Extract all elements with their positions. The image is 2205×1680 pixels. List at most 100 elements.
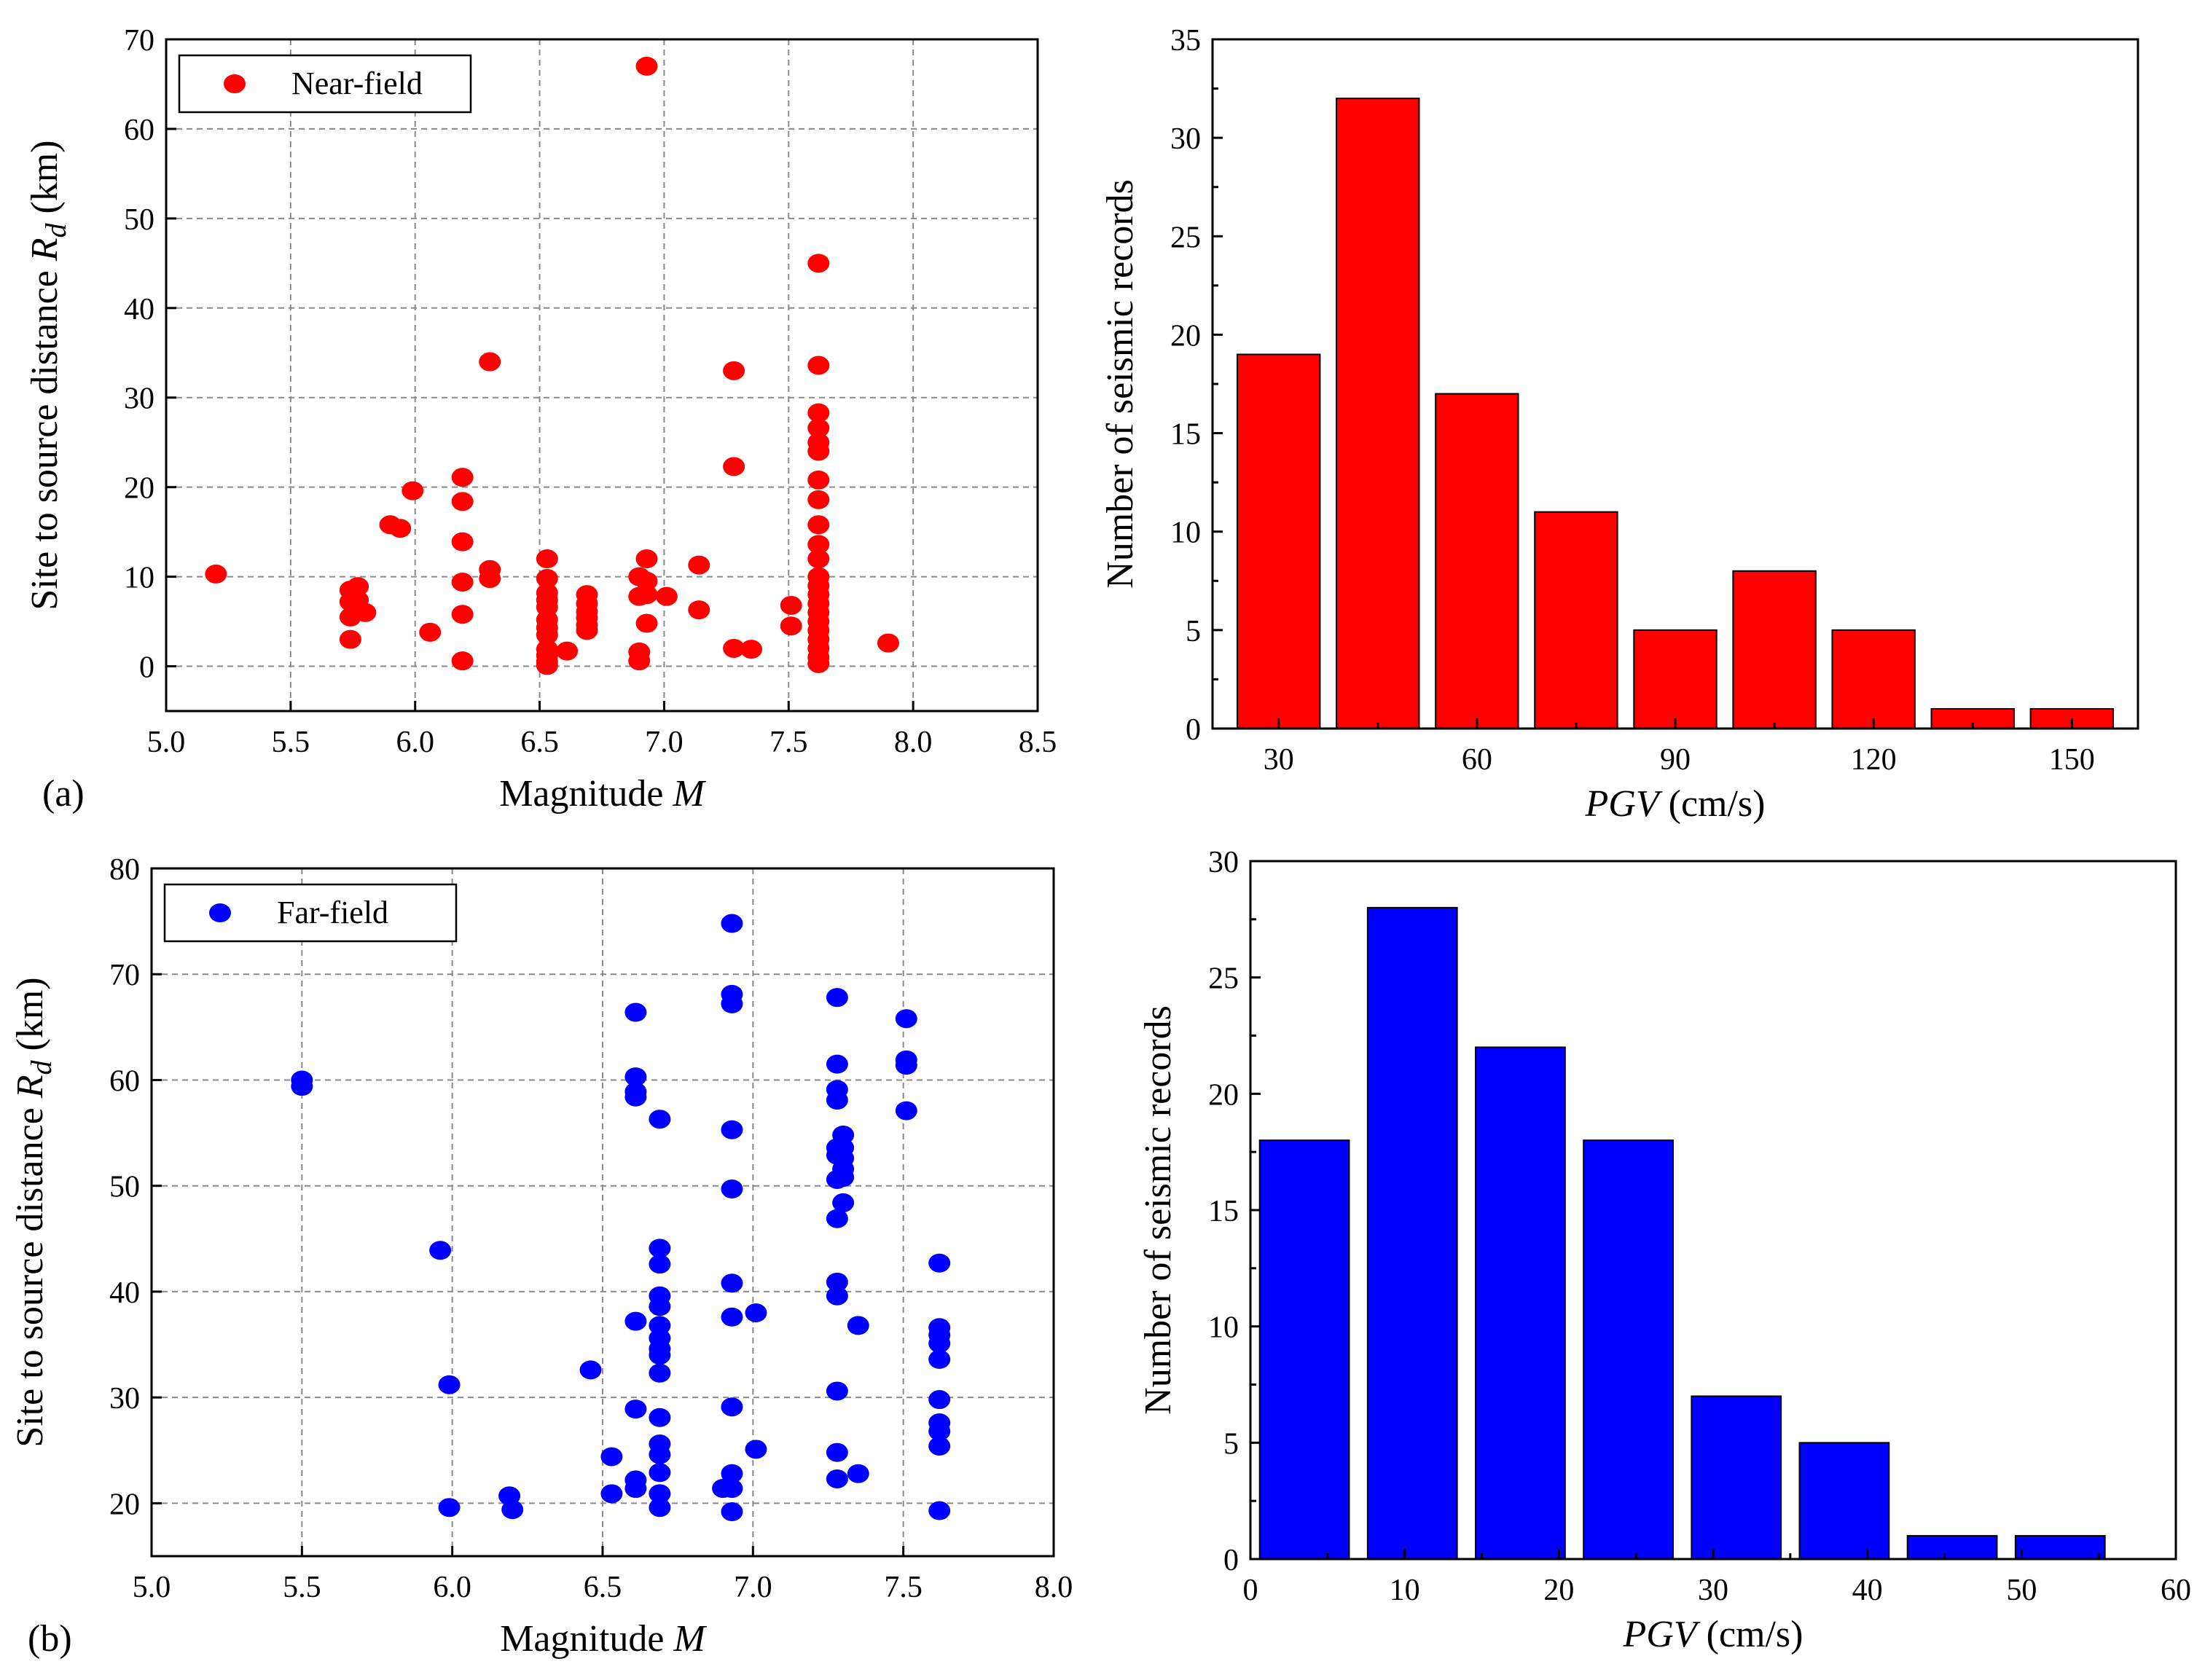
- data-point: [451, 605, 474, 624]
- x-tick-label: 40: [1852, 1574, 1883, 1607]
- data-point: [807, 653, 830, 673]
- x-axis-label: Magnitude M: [500, 1618, 707, 1660]
- data-point: [624, 1067, 647, 1087]
- legend: Near-field: [178, 54, 472, 114]
- data-point: [624, 1400, 647, 1419]
- y-tick-label: 5: [1223, 1427, 1239, 1461]
- data-point: [339, 629, 361, 649]
- y-tick-label: 25: [1170, 221, 1201, 254]
- data-point: [479, 569, 501, 589]
- data-point: [928, 1436, 951, 1456]
- histogram-bar: [1435, 393, 1519, 729]
- data-point: [402, 481, 424, 501]
- data-point: [649, 1110, 671, 1129]
- x-tick-label: 6.0: [433, 1571, 471, 1604]
- x-tick-label: 90: [1660, 743, 1691, 777]
- y-tick-label: 80: [109, 853, 140, 887]
- data-point: [655, 586, 678, 606]
- data-point: [635, 613, 658, 633]
- legend: Far-field: [163, 883, 458, 943]
- x-tick-label: 60: [2161, 1574, 2191, 1607]
- histogram-a-hist: 30 60 90 120 150 0 5 10 15 20 25 30 35 PGV (cm/s) Numb…: [1100, 24, 2139, 825]
- data-point: [536, 549, 558, 569]
- data-point: [451, 492, 474, 511]
- data-point: [451, 572, 474, 592]
- data-point: [877, 633, 899, 653]
- data-point: [826, 1469, 848, 1488]
- y-tick-label: 0: [1223, 1544, 1239, 1577]
- data-point: [807, 356, 830, 375]
- data-point: [624, 1311, 647, 1331]
- data-point: [354, 602, 377, 622]
- data-point: [826, 1442, 848, 1462]
- x-tick-label: 7.5: [769, 726, 808, 759]
- panel-label: (b): [28, 1618, 72, 1660]
- y-tick-label: 50: [109, 1171, 140, 1204]
- y-tick-label: 10: [124, 562, 154, 595]
- y-tick-label: 20: [109, 1488, 140, 1521]
- histogram-bar: [1906, 1535, 1998, 1560]
- y-tick-label: 20: [1170, 319, 1201, 353]
- data-point: [807, 515, 830, 535]
- histogram-bar: [1366, 906, 1458, 1561]
- y-tick-label: 40: [124, 293, 154, 326]
- data-point: [536, 656, 558, 675]
- x-axis-label: PGV (cm/s): [1585, 783, 1766, 825]
- legend-label: Near-field: [291, 66, 423, 101]
- x-tick-label: 30: [1264, 743, 1294, 777]
- x-tick-label: 10: [1390, 1574, 1420, 1607]
- scatter-a-scatter: 5.0 5.5 6.0 6.5 7.0 7.5 8.0 8.5 0 10 20 30 40 50 60 70 N…: [24, 24, 1057, 815]
- data-point: [928, 1349, 951, 1369]
- data-point: [649, 1463, 671, 1483]
- data-point: [721, 1273, 743, 1293]
- data-point: [721, 1179, 743, 1199]
- y-tick-label: 15: [1170, 418, 1201, 452]
- y-axis-label: Number of seismic records: [1100, 179, 1141, 589]
- y-tick-label: 20: [124, 472, 154, 506]
- x-tick-label: 8.5: [1019, 726, 1057, 759]
- x-label-text: Magnitude: [499, 773, 673, 815]
- y-tick-label: 30: [1170, 122, 1201, 156]
- data-point: [479, 352, 501, 372]
- y-label-part: (km): [9, 977, 51, 1060]
- x-tick-label: 150: [2049, 743, 2095, 777]
- data-point: [928, 1421, 951, 1441]
- data-point: [291, 1077, 313, 1096]
- histogram-b-hist: 0 10 20 30 40 50 60 0 5 10 15 20 25 30 PGV (cm/s) Numbe…: [1137, 846, 2191, 1655]
- histogram-bar: [1258, 1139, 1350, 1560]
- data-point: [721, 1479, 743, 1499]
- data-point: [451, 468, 474, 487]
- y-axis-label: Site to source distance Rd (km): [24, 140, 72, 610]
- data-point: [721, 1120, 743, 1139]
- x-tick-label: 6.5: [584, 1571, 622, 1604]
- histogram-bar: [1336, 98, 1420, 730]
- data-point: [624, 1002, 647, 1022]
- y-tick-label: 30: [109, 1382, 140, 1416]
- y-tick-label: 35: [1170, 24, 1201, 58]
- plot-frame: [1211, 38, 2139, 730]
- data-point: [721, 1464, 743, 1483]
- data-point: [451, 651, 474, 671]
- data-point: [501, 1500, 524, 1520]
- x-label-var: PGV: [1623, 1614, 1701, 1655]
- x-label-var: PGV: [1585, 783, 1663, 825]
- y-tick-label: 0: [1186, 713, 1201, 747]
- data-point: [205, 564, 227, 584]
- data-point: [536, 569, 558, 589]
- y-tick-label: 20: [1208, 1078, 1239, 1112]
- x-tick-label: 7.0: [734, 1571, 772, 1604]
- y-tick-label: 60: [109, 1064, 140, 1098]
- data-point: [649, 1484, 671, 1504]
- x-tick-label: 50: [2006, 1574, 2037, 1607]
- data-point: [649, 1346, 671, 1365]
- x-tick-label: 8.0: [894, 726, 933, 759]
- data-point: [807, 470, 830, 490]
- data-point: [649, 1363, 671, 1383]
- y-axis-label: Site to source distance Rd (km): [9, 977, 58, 1447]
- data-point: [556, 641, 579, 661]
- y-tick-label: 5: [1186, 615, 1201, 648]
- data-point: [576, 621, 598, 640]
- data-point: [928, 1390, 951, 1410]
- data-point: [847, 1464, 869, 1483]
